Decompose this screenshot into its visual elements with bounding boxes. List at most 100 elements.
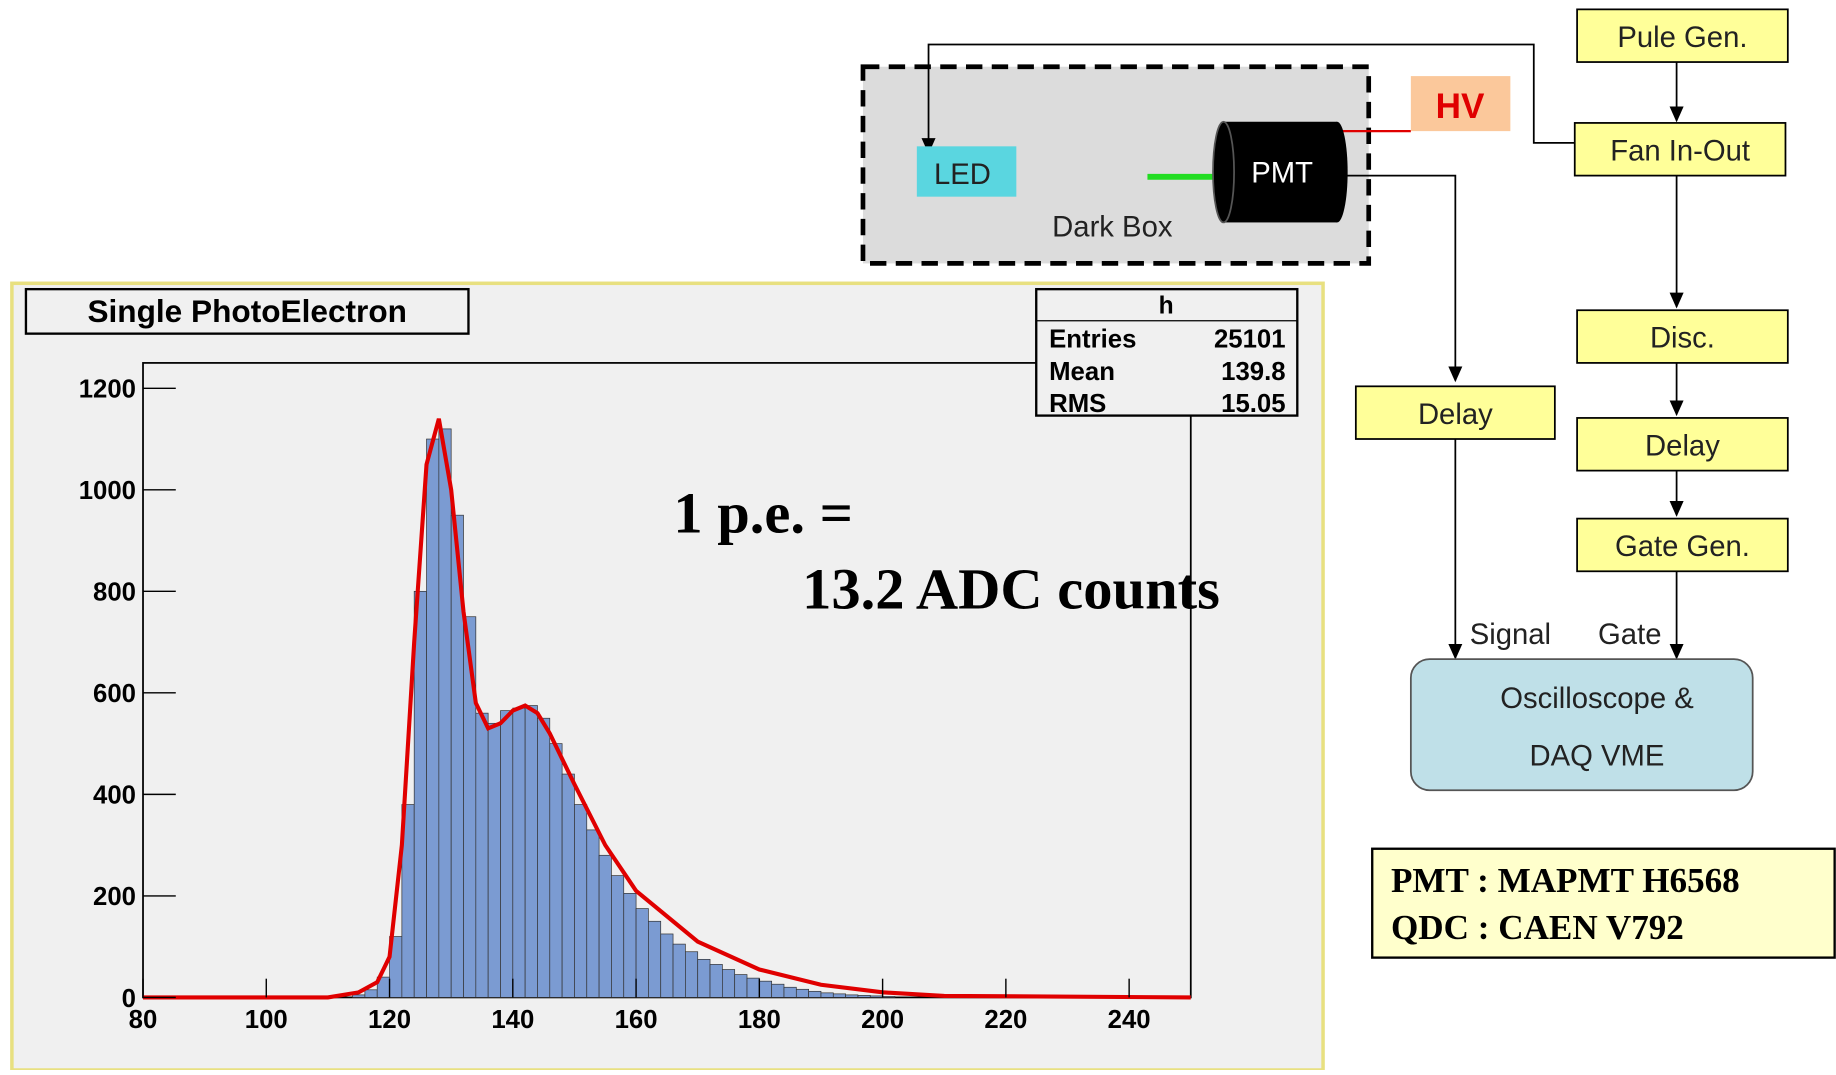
node-label: Delay (1645, 430, 1720, 462)
y-tick-label: 200 (93, 883, 136, 911)
bar (438, 428, 452, 998)
bar (672, 943, 686, 998)
bar (413, 590, 427, 998)
annotation: 1 p.e. = (673, 481, 853, 546)
diagram (860, 8, 1836, 959)
info-text: PMT : MAPMT H6568 (1391, 861, 1740, 900)
stats-value: 139.8 (1221, 358, 1285, 386)
bar (561, 773, 575, 998)
fit-curve (143, 418, 1191, 1000)
bar (869, 995, 883, 998)
bar (512, 707, 526, 998)
bar (709, 964, 723, 998)
bar (648, 920, 662, 998)
bar (426, 438, 440, 998)
stats-label: RMS (1049, 390, 1106, 418)
bar (635, 908, 649, 998)
node (1576, 517, 1789, 573)
edge (921, 43, 1575, 154)
stats-box (1035, 287, 1299, 417)
stats: Entries 25101 Mean 139.8 RMS 15.05 (1049, 326, 1285, 418)
bar (857, 995, 871, 998)
stats-title: h (1159, 293, 1174, 320)
node-label: Delay (1418, 399, 1493, 431)
y-tick-label: 1200 (79, 376, 136, 404)
node-label: LED (934, 159, 991, 191)
bar (623, 893, 637, 998)
x-tick-label: 240 (1108, 1006, 1151, 1034)
title-box (24, 287, 470, 335)
node-label: PMT (1251, 158, 1313, 190)
bar (685, 951, 699, 998)
bar (783, 986, 797, 998)
info-box (1371, 847, 1836, 959)
y-tick-label: 1000 (79, 477, 136, 505)
y-tick-label: 600 (93, 680, 136, 708)
node-label: Gate Gen. (1615, 531, 1750, 563)
stats-value: 15.05 (1221, 390, 1285, 418)
bar (463, 616, 477, 998)
y-tick-label: 800 (93, 579, 136, 607)
y-tick-label: 400 (93, 782, 136, 810)
stats-value: 25101 (1214, 326, 1286, 354)
node (1409, 658, 1754, 792)
node (1410, 76, 1511, 132)
bar (549, 743, 563, 998)
bar (734, 974, 748, 998)
x-tick-label: 200 (861, 1006, 904, 1034)
bar (537, 717, 551, 998)
dark-box-label: Dark Box (1052, 211, 1173, 243)
bar (795, 988, 809, 998)
bar (524, 705, 538, 998)
edge-label: Signal (1470, 619, 1551, 651)
bar (574, 804, 588, 998)
info-text: QDC : CAEN V792 (1391, 908, 1684, 947)
bar (487, 722, 501, 998)
y-tick-label: 0 (122, 985, 136, 1013)
bar (882, 996, 896, 998)
node (1573, 122, 1787, 177)
x-tick-label: 120 (368, 1006, 411, 1034)
bar (611, 875, 625, 998)
node-label: DAQ VME (1530, 741, 1665, 773)
edge-label: Gate (1598, 619, 1661, 651)
node (1354, 385, 1556, 440)
bar (832, 993, 846, 998)
bar (722, 969, 736, 998)
bar (364, 989, 378, 998)
bar (660, 933, 674, 998)
bar (500, 710, 514, 998)
stats-label: Entries (1049, 326, 1136, 354)
node-label: Oscilloscope & (1500, 683, 1694, 715)
plot: 0 200 400 600 800 1000 1200 80 100 120 140 160 180 20… (79, 376, 1191, 1034)
node (1576, 309, 1789, 364)
bar (598, 854, 612, 998)
node-label: Pule Gen. (1617, 22, 1747, 54)
pmt (1223, 121, 1338, 223)
bar (808, 990, 822, 998)
x-tick-label: 80 (129, 1006, 158, 1034)
chart-title: Single PhotoElectron (87, 293, 406, 329)
bar (586, 829, 600, 998)
x-tick-label: 180 (738, 1006, 781, 1034)
node (1576, 8, 1789, 63)
x-tick-label: 140 (491, 1006, 534, 1034)
bar (697, 958, 711, 998)
x-tick-label: 160 (615, 1006, 658, 1034)
pmt (1326, 121, 1348, 223)
bar (352, 994, 366, 998)
x-tick-label: 220 (984, 1006, 1027, 1034)
node-label: HV (1436, 87, 1485, 126)
node (916, 146, 1017, 197)
pmt (1212, 120, 1235, 224)
bar (758, 980, 773, 998)
annotation: 13.2 ADC counts (802, 557, 1220, 622)
bar (746, 977, 760, 998)
bar (475, 712, 489, 998)
edge (1340, 174, 1463, 383)
stats-label: Mean (1049, 358, 1115, 386)
node (1576, 417, 1789, 472)
node-label: Fan In-Out (1610, 135, 1750, 167)
